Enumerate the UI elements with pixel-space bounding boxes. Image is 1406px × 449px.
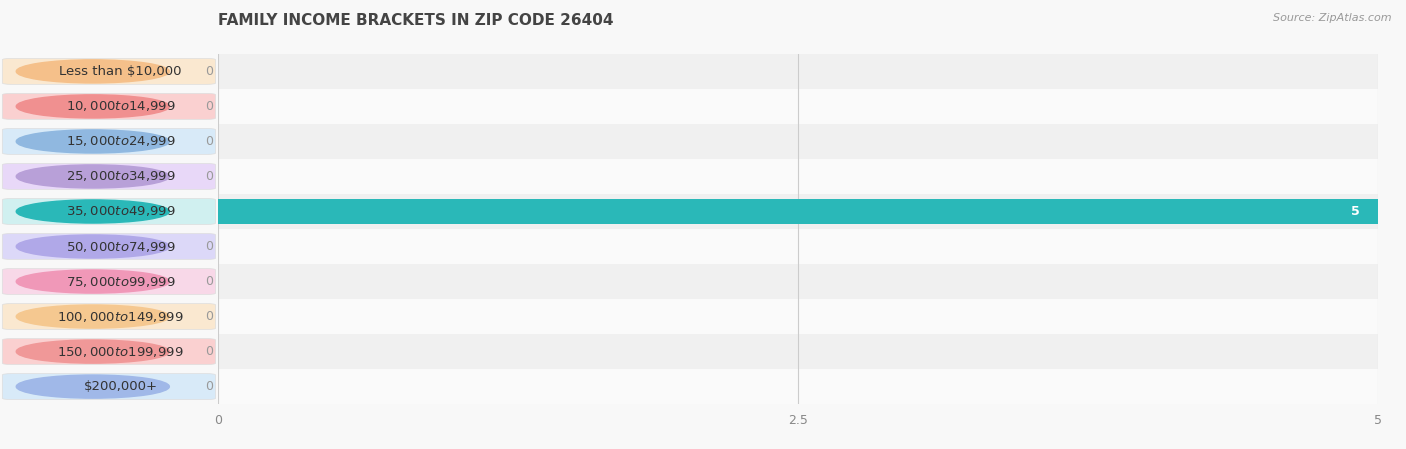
Bar [218,229,1378,264]
FancyBboxPatch shape [3,269,215,295]
FancyBboxPatch shape [3,233,215,260]
Text: Less than $10,000: Less than $10,000 [59,65,181,78]
FancyBboxPatch shape [3,339,215,365]
Text: 0: 0 [205,65,214,78]
Text: $35,000 to $49,999: $35,000 to $49,999 [66,204,176,219]
Text: 0: 0 [205,135,214,148]
Text: $75,000 to $99,999: $75,000 to $99,999 [66,274,176,289]
Text: $10,000 to $14,999: $10,000 to $14,999 [66,99,176,114]
Text: $150,000 to $199,999: $150,000 to $199,999 [58,344,184,359]
Bar [218,299,1378,334]
Bar [218,264,1378,299]
Text: Source: ZipAtlas.com: Source: ZipAtlas.com [1274,13,1392,23]
Text: $25,000 to $34,999: $25,000 to $34,999 [66,169,176,184]
Text: FAMILY INCOME BRACKETS IN ZIP CODE 26404: FAMILY INCOME BRACKETS IN ZIP CODE 26404 [218,13,613,28]
Circle shape [17,235,169,258]
FancyBboxPatch shape [3,93,215,119]
FancyBboxPatch shape [3,58,215,84]
Text: 0: 0 [205,275,214,288]
Bar [218,199,1378,224]
FancyBboxPatch shape [3,128,215,154]
FancyBboxPatch shape [3,198,215,224]
Text: $100,000 to $149,999: $100,000 to $149,999 [58,309,184,324]
Bar [218,54,1378,89]
Text: 0: 0 [205,240,214,253]
Circle shape [17,375,169,398]
Circle shape [17,305,169,328]
FancyBboxPatch shape [3,374,215,400]
Circle shape [17,95,169,118]
Text: 0: 0 [205,100,214,113]
Text: $200,000+: $200,000+ [83,380,157,393]
Circle shape [17,340,169,363]
Bar [218,369,1378,404]
Text: $50,000 to $74,999: $50,000 to $74,999 [66,239,176,254]
Circle shape [17,60,169,83]
Text: 5: 5 [1351,205,1360,218]
Bar [218,89,1378,124]
FancyBboxPatch shape [3,163,215,189]
Bar [218,194,1378,229]
Circle shape [17,130,169,153]
Text: 0: 0 [205,310,214,323]
Text: 0: 0 [205,170,214,183]
Circle shape [17,270,169,293]
Text: 0: 0 [205,380,214,393]
Text: $15,000 to $24,999: $15,000 to $24,999 [66,134,176,149]
Circle shape [17,165,169,188]
Bar [218,124,1378,159]
Circle shape [17,200,169,223]
Bar [218,159,1378,194]
Bar [218,334,1378,369]
Text: 0: 0 [205,345,214,358]
FancyBboxPatch shape [3,304,215,330]
